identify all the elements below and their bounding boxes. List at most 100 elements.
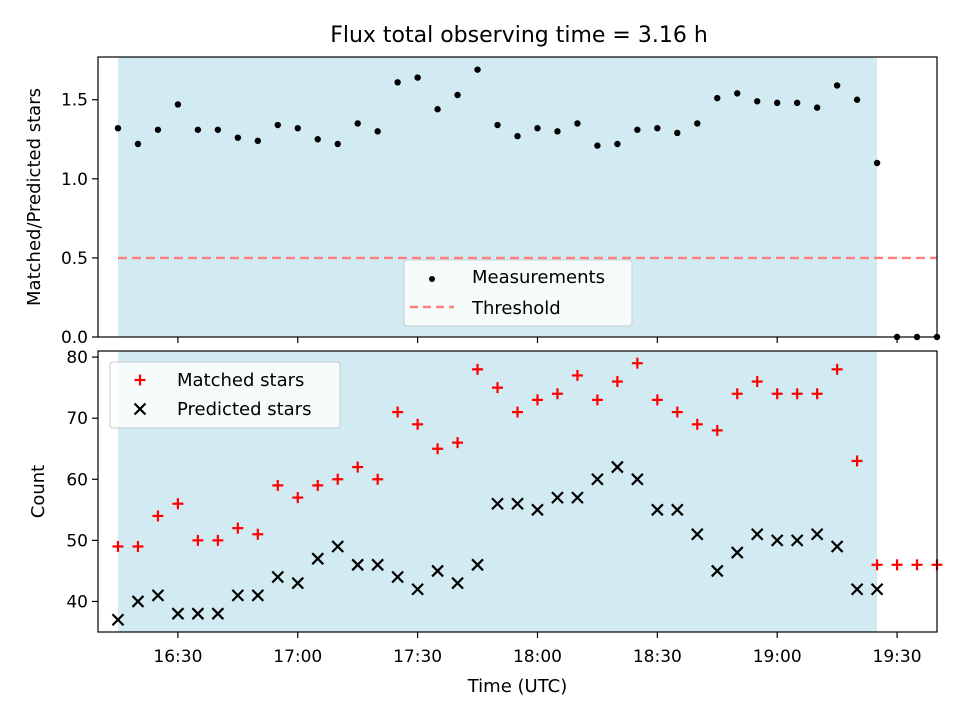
count-y-tick-label: 50	[66, 531, 88, 551]
measurement-point	[614, 140, 621, 148]
matched-star-point	[871, 559, 883, 571]
x-tick-label: 19:00	[753, 647, 802, 667]
count-y-tick-label: 80	[66, 348, 88, 368]
matched-star-point	[551, 388, 563, 400]
count-legend: Matched stars Predicted stars	[109, 361, 341, 429]
measurement-point	[674, 129, 681, 137]
x-tick-label: 18:30	[633, 647, 682, 667]
matched-star-point	[132, 540, 144, 552]
x-tick-label: 17:30	[393, 647, 442, 667]
measurement-point	[334, 140, 341, 148]
predicted-star-point	[251, 589, 265, 602]
measurement-point	[394, 79, 401, 86]
matched-star-point	[152, 510, 164, 522]
matched-star-point	[432, 443, 444, 455]
measurement-point	[114, 124, 122, 132]
x-tick-label: 17:00	[273, 647, 322, 667]
predicted-star-point	[631, 473, 644, 486]
matched-star-point	[372, 473, 384, 485]
matched-star-point	[192, 534, 204, 546]
legend-threshold-label: Threshold	[471, 298, 561, 319]
legend-matched-marker	[134, 374, 146, 386]
predicted-star-point	[531, 503, 544, 517]
matched-star-point	[352, 461, 364, 473]
legend-predicted-marker	[133, 402, 147, 416]
matched-star-point	[591, 394, 603, 406]
predicted-star-point	[810, 527, 824, 541]
legend-predicted-label: Predicted stars	[177, 399, 311, 420]
measurement-point	[194, 126, 202, 133]
ratio-y-tick-label: 1.0	[61, 170, 88, 190]
predicted-star-point	[271, 570, 285, 584]
x-tick-label: 18:00	[513, 647, 562, 667]
count-panel-frame	[97, 350, 938, 633]
predicted-star-point	[750, 527, 764, 541]
predicted-star-point	[131, 595, 145, 608]
measurement-point	[654, 124, 661, 132]
predicted-star-point	[830, 540, 844, 553]
predicted-star-point	[511, 497, 524, 510]
matched-star-point	[472, 363, 484, 375]
matched-star-point	[751, 376, 763, 388]
predicted-star-point	[671, 503, 684, 517]
predicted-star-point	[391, 570, 404, 584]
predicted-star-point	[411, 582, 424, 596]
matched-star-point	[312, 479, 324, 491]
measurement-point	[474, 66, 481, 73]
measurement-point	[574, 120, 581, 127]
measurement-point	[374, 128, 381, 135]
measurement-point	[634, 126, 641, 133]
x-tick-label: 16:30	[153, 647, 202, 667]
predicted-star-point	[371, 558, 384, 572]
matched-star-point	[671, 406, 683, 418]
predicted-star-point	[491, 497, 504, 510]
matched-star-point	[911, 559, 923, 571]
count-y-tick-label: 70	[66, 409, 88, 429]
predicted-star-point	[151, 589, 165, 602]
predicted-star-point	[730, 546, 744, 559]
matched-star-point	[112, 540, 124, 552]
matched-star-point	[611, 376, 623, 388]
predicted-star-point	[611, 460, 624, 474]
count-legend-box	[109, 361, 341, 429]
predicted-star-point	[311, 552, 325, 565]
matched-star-point	[831, 363, 843, 375]
matched-star-point	[791, 388, 803, 400]
measurement-point	[494, 121, 501, 129]
legend-matched-label: Matched stars	[177, 370, 304, 391]
legend-measurements-marker	[429, 276, 435, 282]
predicted-star-point	[111, 613, 125, 627]
predicted-star-point	[790, 534, 804, 547]
measurement-point	[873, 159, 881, 167]
ratio-y-tick-label: 1.5	[61, 91, 88, 111]
matched-star-point	[392, 406, 404, 418]
measurement-point	[694, 120, 701, 127]
measurement-point	[594, 142, 601, 149]
predicted-star-point	[551, 491, 564, 504]
predicted-star-point	[291, 576, 305, 590]
measurement-point	[454, 91, 461, 99]
predicted-star-point	[211, 607, 225, 620]
matched-star-point	[891, 559, 903, 571]
predicted-star-point	[870, 582, 884, 596]
count-panel: 40 50 60 70 80 16:30 17:00 17:30 18:00 18:30 19:00…	[28, 348, 943, 697]
measurement-point	[554, 128, 561, 135]
measurement-point	[154, 126, 162, 133]
measurement-point	[754, 98, 761, 105]
matched-star-point	[851, 455, 863, 467]
matched-star-point	[172, 498, 184, 510]
measurement-point	[174, 101, 182, 108]
predicted-star-point	[710, 564, 724, 578]
matched-star-point	[252, 528, 264, 540]
matched-star-point	[412, 418, 424, 430]
ratio-legend-box	[403, 259, 633, 327]
predicted-star-point	[191, 607, 205, 620]
matched-star-point	[531, 394, 543, 406]
predicted-star-point	[591, 473, 604, 486]
measurement-point	[773, 99, 781, 107]
matched-star-point	[272, 479, 284, 491]
measurement-point	[434, 106, 441, 113]
predicted-star-point	[171, 607, 185, 620]
measurement-point	[274, 121, 281, 129]
